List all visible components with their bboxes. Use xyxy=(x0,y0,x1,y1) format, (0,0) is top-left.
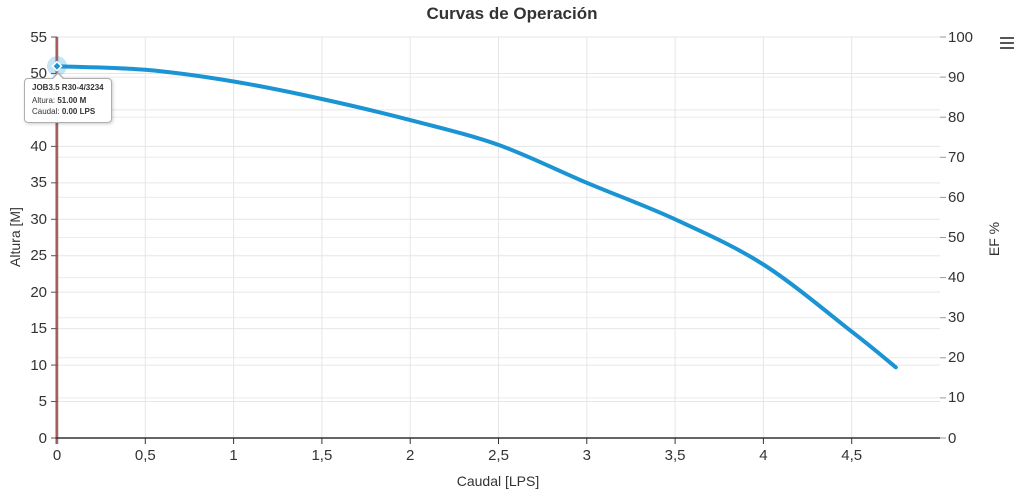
y-left-tick-label: 10 xyxy=(30,356,47,374)
x-tick-label: 3,5 xyxy=(664,447,686,464)
y-left-tick-label: 5 xyxy=(38,393,47,411)
x-tick-label: 4 xyxy=(759,447,768,464)
chart-title: Curvas de Operación xyxy=(426,4,598,23)
y-left-tick-label: 35 xyxy=(30,174,47,192)
x-tick-label: 2,5 xyxy=(488,447,509,464)
x-tick-label: 0 xyxy=(52,447,62,464)
data-point-marker[interactable] xyxy=(51,60,63,72)
y-left-tick-label: 40 xyxy=(30,137,47,155)
x-tick-label: 3 xyxy=(582,447,591,464)
hamburger-bar xyxy=(1000,37,1014,39)
hamburger-bar xyxy=(1000,47,1014,49)
y-right-tick-label: 0 xyxy=(948,429,957,447)
x-tick-label: 2 xyxy=(406,447,415,464)
tooltip-caudal-value: 0.00 LPS xyxy=(61,106,96,116)
y-right-tick-label: 100 xyxy=(948,28,974,46)
tooltip-caudal-line: Caudal: 0.00 LPS xyxy=(32,107,104,118)
y-right-tick-label: 40 xyxy=(948,269,965,287)
y-right-tick-label: 30 xyxy=(948,309,965,327)
y-left-tick-label: 15 xyxy=(30,320,47,338)
y-left-tick-label: 0 xyxy=(38,429,47,447)
y-right-tick-label: 80 xyxy=(948,108,965,126)
x-tick-label: 1,5 xyxy=(311,447,333,464)
hamburger-bar xyxy=(1000,42,1014,44)
hamburger-menu-icon[interactable] xyxy=(1000,37,1014,49)
x-tick-label: 0,5 xyxy=(134,447,156,464)
y-left-tick-label: 25 xyxy=(30,247,47,265)
tooltip-altura-line: Altura: 51.00 M xyxy=(32,96,104,107)
y-axis-right-title: EF % xyxy=(986,221,1002,257)
tooltip-altura-label: Altura: xyxy=(32,95,56,105)
y-left-tick-label: 30 xyxy=(30,210,47,228)
tooltip: JOB3.5 R30-4/3234 Altura: 51.00 M Caudal… xyxy=(24,72,112,124)
y-left-tick-label: 20 xyxy=(30,283,47,301)
y-left-tick-label: 55 xyxy=(30,28,47,46)
y-right-tick-label: 70 xyxy=(948,148,965,166)
tooltip-altura-value: 51.00 M xyxy=(57,95,87,105)
y-right-tick-label: 50 xyxy=(948,229,965,246)
series-curve[interactable] xyxy=(55,64,898,370)
x-tick-label: 4,5 xyxy=(841,447,863,464)
tooltip-series-name: JOB3.5 R30-4/3234 xyxy=(32,83,104,92)
x-tick-label: 1 xyxy=(229,447,238,464)
y-right-tick-label: 90 xyxy=(948,68,965,86)
y-right-tick-label: 20 xyxy=(948,349,965,367)
tooltip-caudal-label: Caudal: xyxy=(32,106,60,116)
y-left-tick-label: 50 xyxy=(30,64,47,82)
y-right-tick-label: 60 xyxy=(948,188,965,206)
y-right-tick-label: 10 xyxy=(948,389,965,407)
tooltip-arrow xyxy=(52,73,64,80)
x-axis-title: Caudal [LPS] xyxy=(456,473,540,489)
y-axis-left-title: Altura [M] xyxy=(7,207,23,267)
